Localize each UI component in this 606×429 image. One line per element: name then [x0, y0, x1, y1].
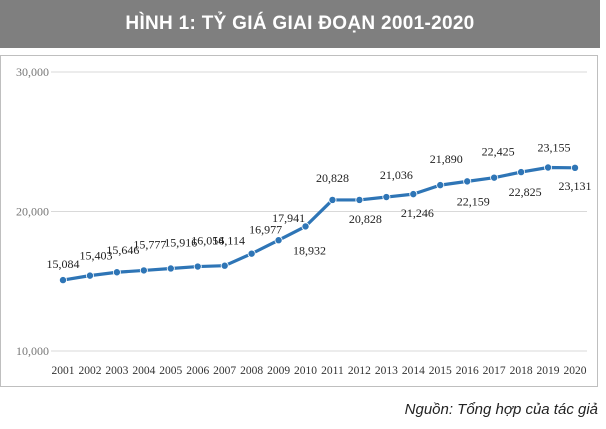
data-label-2002: 15,403 — [79, 249, 112, 263]
x-tick-label-2011: 2011 — [321, 365, 344, 377]
figure-title: HÌNH 1: TỶ GIÁ GIAI ĐOẠN 2001-2020 — [0, 0, 600, 48]
data-label-2017: 22,425 — [482, 145, 515, 159]
x-tick-label-2019: 2019 — [537, 365, 560, 377]
figure-title-text: HÌNH 1: TỶ GIÁ GIAI ĐOẠN 2001-2020 — [125, 13, 475, 34]
y-tick-label: 10,000 — [16, 344, 49, 358]
x-tick-label-2006: 2006 — [186, 365, 209, 377]
x-tick-label-2014: 2014 — [402, 365, 425, 377]
data-point-2006 — [193, 262, 202, 271]
data-label-2014: 21,246 — [401, 206, 434, 220]
data-point-2013 — [382, 193, 391, 202]
x-tick-label-2013: 2013 — [375, 365, 398, 377]
x-tick-label-2001: 2001 — [52, 365, 75, 377]
data-label-2009: 17,941 — [272, 211, 305, 225]
data-point-2007 — [220, 261, 229, 270]
data-label-2016: 22,159 — [457, 194, 490, 208]
series-line — [62, 165, 576, 282]
data-point-2004 — [139, 266, 148, 275]
y-tick-label: 30,000 — [16, 65, 49, 79]
x-tick-label-2015: 2015 — [429, 365, 452, 377]
data-point-2011 — [328, 195, 337, 204]
data-label-2010: 18,932 — [293, 243, 326, 257]
data-point-2010 — [301, 222, 310, 231]
data-point-2018 — [517, 168, 526, 177]
x-tick-label-2010: 2010 — [294, 365, 317, 377]
data-point-2009 — [274, 236, 283, 245]
data-label-2013: 21,036 — [380, 168, 413, 182]
data-point-2014 — [409, 190, 418, 199]
x-tick-label-2012: 2012 — [348, 365, 371, 377]
x-tick-label-2002: 2002 — [78, 365, 101, 377]
data-point-2001 — [59, 276, 68, 285]
data-point-2017 — [490, 173, 499, 182]
data-label-2008: 16,977 — [249, 223, 282, 237]
data-label-2007: 16,114 — [212, 234, 245, 248]
x-tick-label-2003: 2003 — [105, 365, 128, 377]
data-label-2006: 16,054 — [191, 234, 224, 248]
data-point-2016 — [463, 177, 472, 186]
chart-frame — [0, 55, 598, 387]
data-point-2012 — [355, 195, 364, 204]
data-label-2019: 23,155 — [538, 140, 571, 154]
data-point-2005 — [166, 264, 175, 273]
data-point-2008 — [247, 249, 256, 258]
x-tick-label-2005: 2005 — [159, 365, 182, 377]
x-tick-label-2020: 2020 — [564, 365, 587, 377]
data-label-2011: 20,828 — [316, 171, 349, 185]
data-point-2002 — [85, 271, 94, 280]
source-note: Nguồn: Tổng hợp của tác giả — [404, 401, 598, 418]
x-tick-label-2008: 2008 — [240, 365, 263, 377]
data-point-2020 — [571, 163, 580, 172]
data-label-2001: 15,084 — [47, 257, 80, 271]
data-label-2018: 22,825 — [509, 185, 542, 199]
exchange-rate-line-chart: 10,000 20,000 30,000 2001 2002 2003 2004 2005 20… — [16, 65, 592, 377]
data-point-2003 — [112, 268, 121, 277]
x-tick-label-2009: 2009 — [267, 365, 290, 377]
x-tick-label-2007: 2007 — [213, 365, 236, 377]
data-point-2019 — [544, 163, 553, 172]
data-point-2015 — [436, 181, 445, 190]
data-label-2015: 21,890 — [430, 152, 463, 166]
data-label-2020: 23,131 — [559, 179, 592, 193]
x-tick-label-2016: 2016 — [456, 365, 479, 377]
x-tick-label-2017: 2017 — [483, 365, 506, 377]
data-label-2005: 15,916 — [164, 235, 197, 249]
data-label-2003: 15,646 — [106, 243, 139, 257]
data-label-2004: 15,777 — [133, 237, 166, 251]
x-tick-label-2004: 2004 — [132, 365, 155, 377]
y-tick-label: 20,000 — [16, 205, 49, 219]
data-label-2012: 20,828 — [349, 212, 382, 226]
x-tick-label-2018: 2018 — [510, 365, 533, 377]
